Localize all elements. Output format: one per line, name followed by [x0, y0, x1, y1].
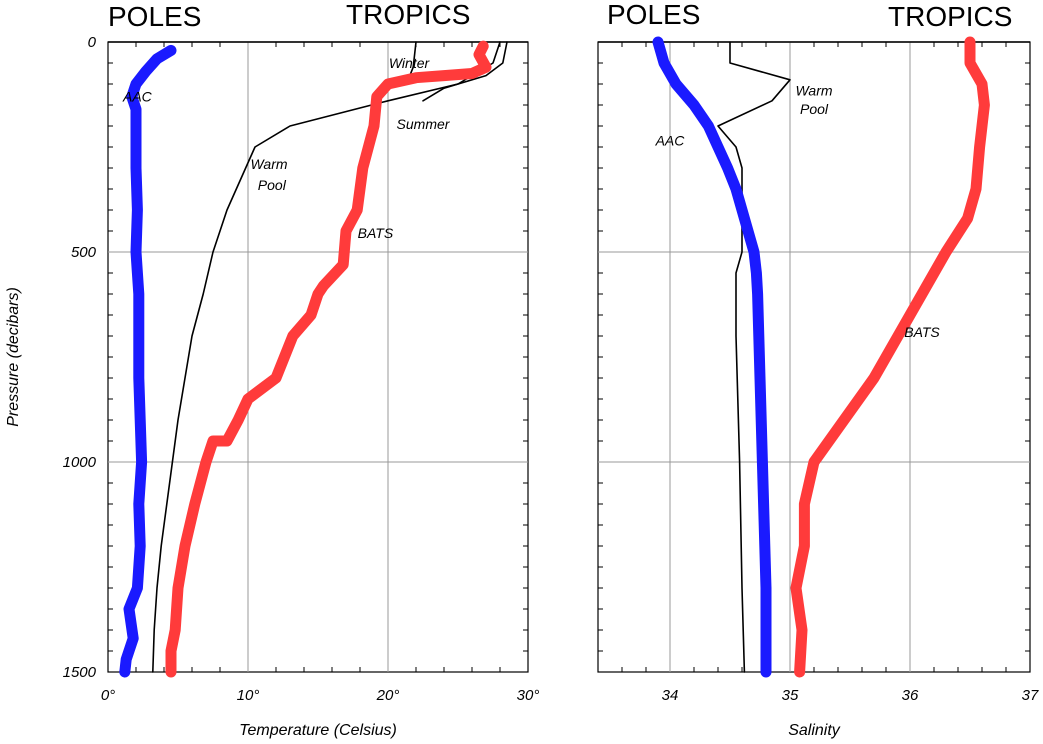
temp-annotation-pool: Pool: [258, 177, 287, 193]
temp-y-tick-label: 500: [71, 244, 97, 261]
temp-aac-line: [119, 44, 177, 678]
temp-x-axis-title: Temperature (Celsius): [239, 722, 397, 739]
temp-warm-pool-line: [152, 41, 501, 673]
temp-x-tick-label: 10°: [237, 687, 260, 704]
right-poles-label: POLES: [607, 0, 700, 30]
left-tropics-label: TROPICS: [346, 0, 470, 30]
temp-summer-line: [422, 41, 508, 102]
temp-bats-line: [165, 40, 492, 678]
sal-annotation-pool: Pool: [800, 101, 829, 117]
sal-x-axis-title: Salinity: [788, 722, 841, 739]
temp-annotation-bats: BATS: [358, 225, 394, 241]
sal-x-tick-label: 36: [902, 687, 919, 704]
temp-y-tick-label: 1500: [63, 664, 97, 681]
temp-x-tick-label: 0°: [101, 687, 115, 704]
sal-x-tick-label: 35: [782, 687, 799, 704]
sal-x-tick-label: 37: [1022, 687, 1039, 704]
left-poles-label: POLES: [108, 1, 201, 32]
temp-y-tick-label: 1000: [63, 454, 97, 471]
salinity-panel: 34 35 36 37 Salinity Warm Pool AAC BATS: [597, 36, 1039, 739]
sal-bats-line: [790, 36, 990, 678]
temperature-panel: 0° 10° 20° 30° 0 500 1000 1500 Temperature (Cels…: [5, 34, 539, 739]
sal-annotation-warm: Warm: [795, 82, 832, 98]
sal-x-tick-label: 34: [662, 687, 679, 704]
sal-annotation-bats: BATS: [904, 324, 940, 340]
sal-annotation-aac: AAC: [655, 133, 686, 149]
temp-y-axis-title: Pressure (decibars): [5, 287, 22, 427]
temp-y-tick-label: 0: [88, 34, 97, 51]
temp-annotation-aac: AAC: [122, 89, 153, 105]
temp-annotation-summer: Summer: [397, 116, 451, 132]
temp-x-tick-label: 30°: [517, 687, 540, 704]
temp-x-tick-label: 20°: [376, 687, 400, 704]
right-tropics-label: TROPICS: [888, 1, 1012, 32]
sal-aac-line: [652, 36, 772, 678]
temp-annotation-winter: Winter: [389, 55, 431, 71]
temp-annotation-warm: Warm: [250, 156, 287, 172]
sal-warm-pool-line: [717, 41, 791, 673]
